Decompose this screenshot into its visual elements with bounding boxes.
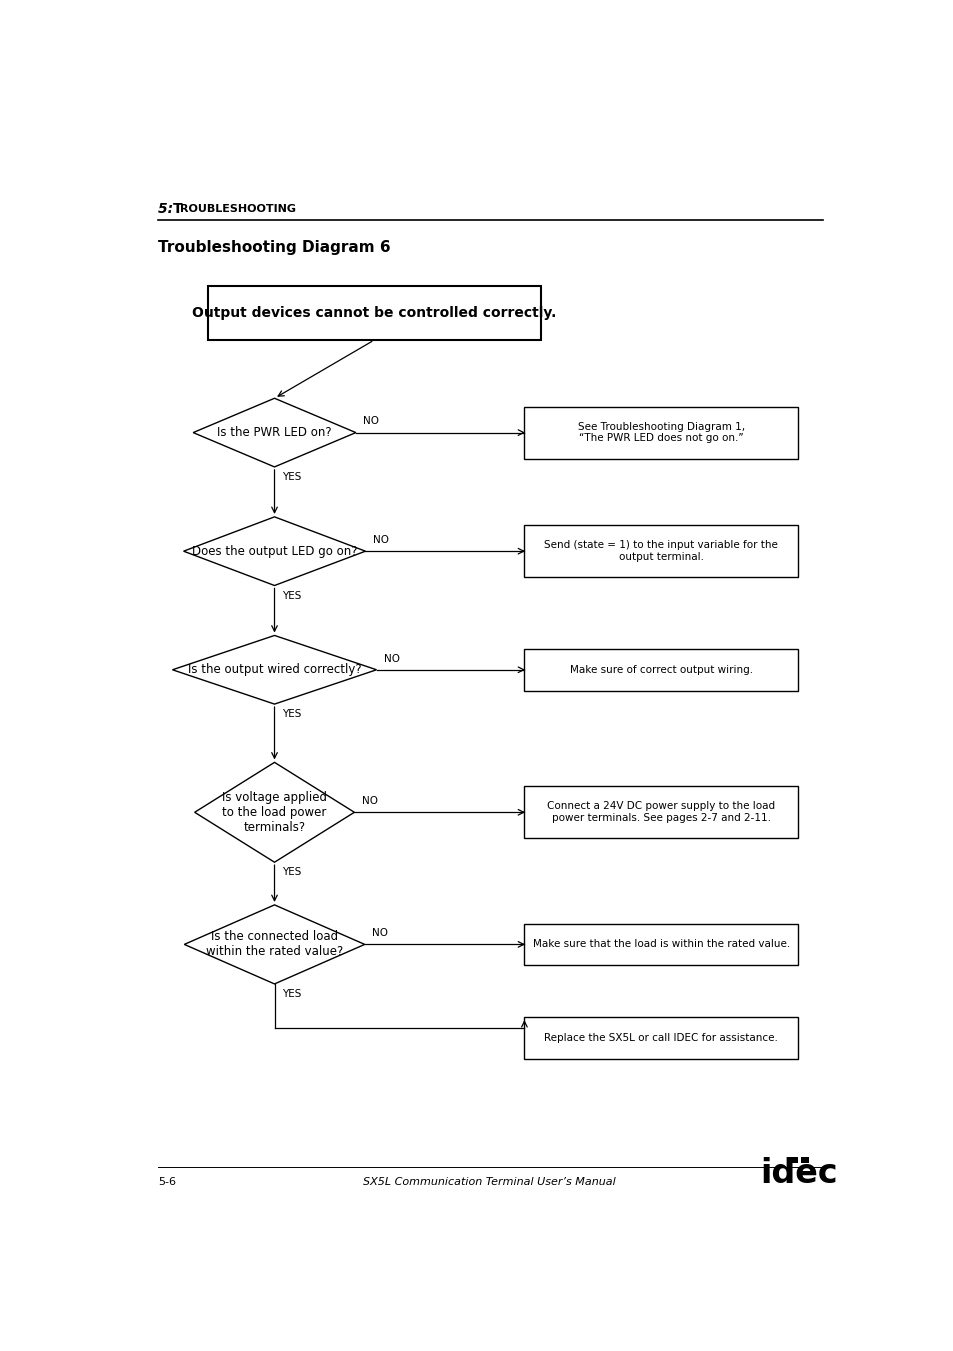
Bar <box>524 407 797 458</box>
Text: YES: YES <box>282 867 301 877</box>
Bar <box>524 648 797 690</box>
Text: NO: NO <box>361 796 377 807</box>
Polygon shape <box>172 635 376 704</box>
Text: Troubleshooting Diagram 6: Troubleshooting Diagram 6 <box>157 240 390 255</box>
Text: YES: YES <box>282 709 301 719</box>
Text: Does the output LED go on?: Does the output LED go on? <box>192 544 356 558</box>
Polygon shape <box>193 399 355 467</box>
Text: YES: YES <box>282 590 301 601</box>
Text: Connect a 24V DC power supply to the load
power terminals. See pages 2-7 and 2-1: Connect a 24V DC power supply to the loa… <box>547 801 775 823</box>
Text: YES: YES <box>282 471 301 482</box>
Text: SX5L Communication Terminal User’s Manual: SX5L Communication Terminal User’s Manua… <box>362 1177 615 1186</box>
Text: Is the connected load
within the rated value?: Is the connected load within the rated v… <box>206 931 343 958</box>
Text: Make sure of correct output wiring.: Make sure of correct output wiring. <box>569 665 752 674</box>
Polygon shape <box>184 905 364 984</box>
Text: 5-6: 5-6 <box>157 1177 175 1186</box>
Text: 5:: 5: <box>157 201 177 216</box>
Bar <box>800 1156 808 1163</box>
Text: NO: NO <box>373 535 389 544</box>
Bar <box>524 526 797 577</box>
Text: NO: NO <box>363 416 379 427</box>
Polygon shape <box>194 762 354 862</box>
Text: YES: YES <box>282 989 301 1000</box>
Bar <box>524 1017 797 1059</box>
Text: NO: NO <box>383 654 399 663</box>
Text: NO: NO <box>372 928 388 938</box>
Text: Is the output wired correctly?: Is the output wired correctly? <box>188 663 361 677</box>
Bar <box>524 924 797 965</box>
Text: Output devices cannot be controlled correctly.: Output devices cannot be controlled corr… <box>192 305 556 320</box>
Text: T: T <box>173 201 183 216</box>
Text: Send (state = 1) to the input variable for the
output terminal.: Send (state = 1) to the input variable f… <box>543 540 778 562</box>
Text: See Troubleshooting Diagram 1,
“The PWR LED does not go on.”: See Troubleshooting Diagram 1, “The PWR … <box>577 422 744 443</box>
Text: Is voltage applied
to the load power
terminals?: Is voltage applied to the load power ter… <box>222 790 327 834</box>
Text: Make sure that the load is within the rated value.: Make sure that the load is within the ra… <box>532 939 789 950</box>
Text: Replace the SX5L or call IDEC for assistance.: Replace the SX5L or call IDEC for assist… <box>543 1034 778 1043</box>
Text: idec: idec <box>760 1156 838 1190</box>
Text: Is the PWR LED on?: Is the PWR LED on? <box>217 426 332 439</box>
Text: ROUBLESHOOTING: ROUBLESHOOTING <box>180 204 295 213</box>
Bar <box>524 786 797 838</box>
Bar <box>789 1156 798 1163</box>
Bar <box>208 286 540 340</box>
Polygon shape <box>183 517 365 585</box>
